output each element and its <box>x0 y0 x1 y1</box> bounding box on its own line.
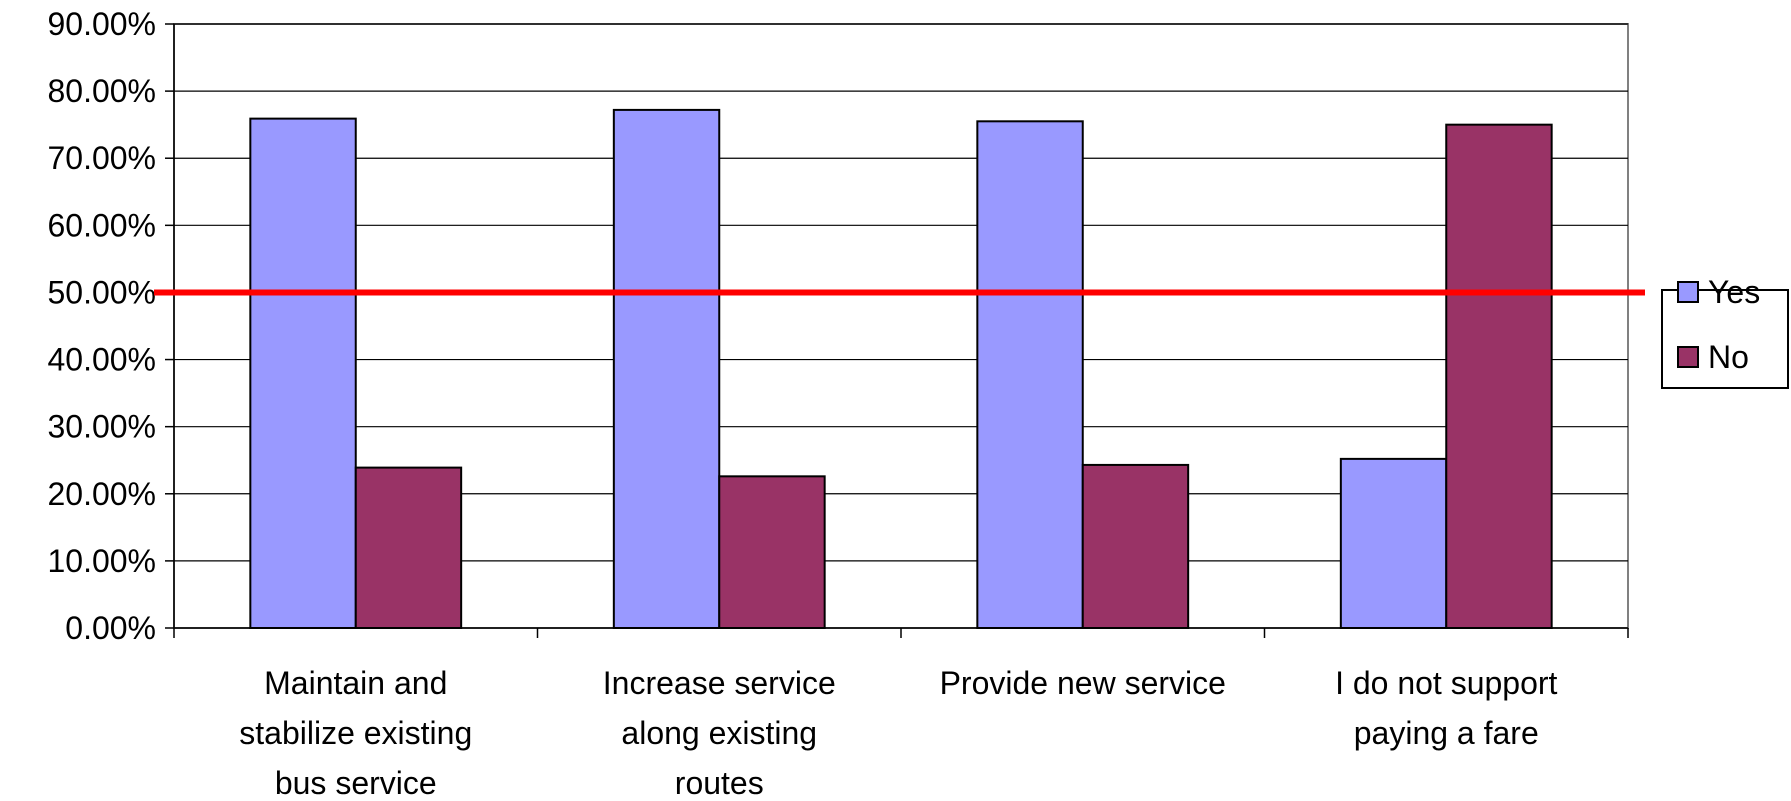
axes <box>165 23 1629 638</box>
category-label: routes <box>675 765 764 801</box>
legend-label-yes: Yes <box>1708 274 1760 310</box>
y-tick-label: 30.00% <box>47 409 156 445</box>
category-labels: Maintain and stabilize existing bus servic… <box>239 665 1557 801</box>
y-tick-label: 50.00% <box>47 274 156 310</box>
category-label: along existing <box>621 715 817 751</box>
y-tick-labels: 0.00% 10.00% 20.00% 30.00% 40.00% 50.00% 60.00… <box>47 6 156 646</box>
bar-no <box>718 475 826 629</box>
y-tick-label: 0.00% <box>65 610 156 646</box>
y-tick-label: 90.00% <box>47 6 156 42</box>
category-label: Maintain and <box>264 665 447 701</box>
bars <box>249 108 1553 630</box>
bar-yes <box>976 120 1084 630</box>
bar-yes <box>612 108 721 629</box>
category-label: paying a fare <box>1354 715 1539 751</box>
category-label: bus service <box>275 765 437 801</box>
legend-label-no: No <box>1708 339 1749 375</box>
bar-no <box>1445 123 1553 630</box>
legend-swatch-yes <box>1677 281 1699 303</box>
category-label: Provide new service <box>940 665 1226 701</box>
category-label: Increase service <box>603 665 836 701</box>
legend: Yes No <box>1661 274 1789 389</box>
bar-yes <box>1339 457 1448 629</box>
category-label: I do not support <box>1335 665 1557 701</box>
category-label: stabilize existing <box>239 715 472 751</box>
bar-no <box>1081 463 1190 630</box>
bar-yes <box>249 117 357 629</box>
y-tick-label: 40.00% <box>47 342 156 378</box>
y-tick-label: 70.00% <box>47 140 156 176</box>
y-tick-label: 60.00% <box>47 207 156 243</box>
bar-no <box>354 466 463 629</box>
y-tick-label: 80.00% <box>47 73 156 109</box>
legend-box <box>1661 289 1789 389</box>
legend-swatch-no <box>1677 346 1699 368</box>
y-tick-label: 20.00% <box>47 476 156 512</box>
y-tick-label: 10.00% <box>47 543 156 579</box>
